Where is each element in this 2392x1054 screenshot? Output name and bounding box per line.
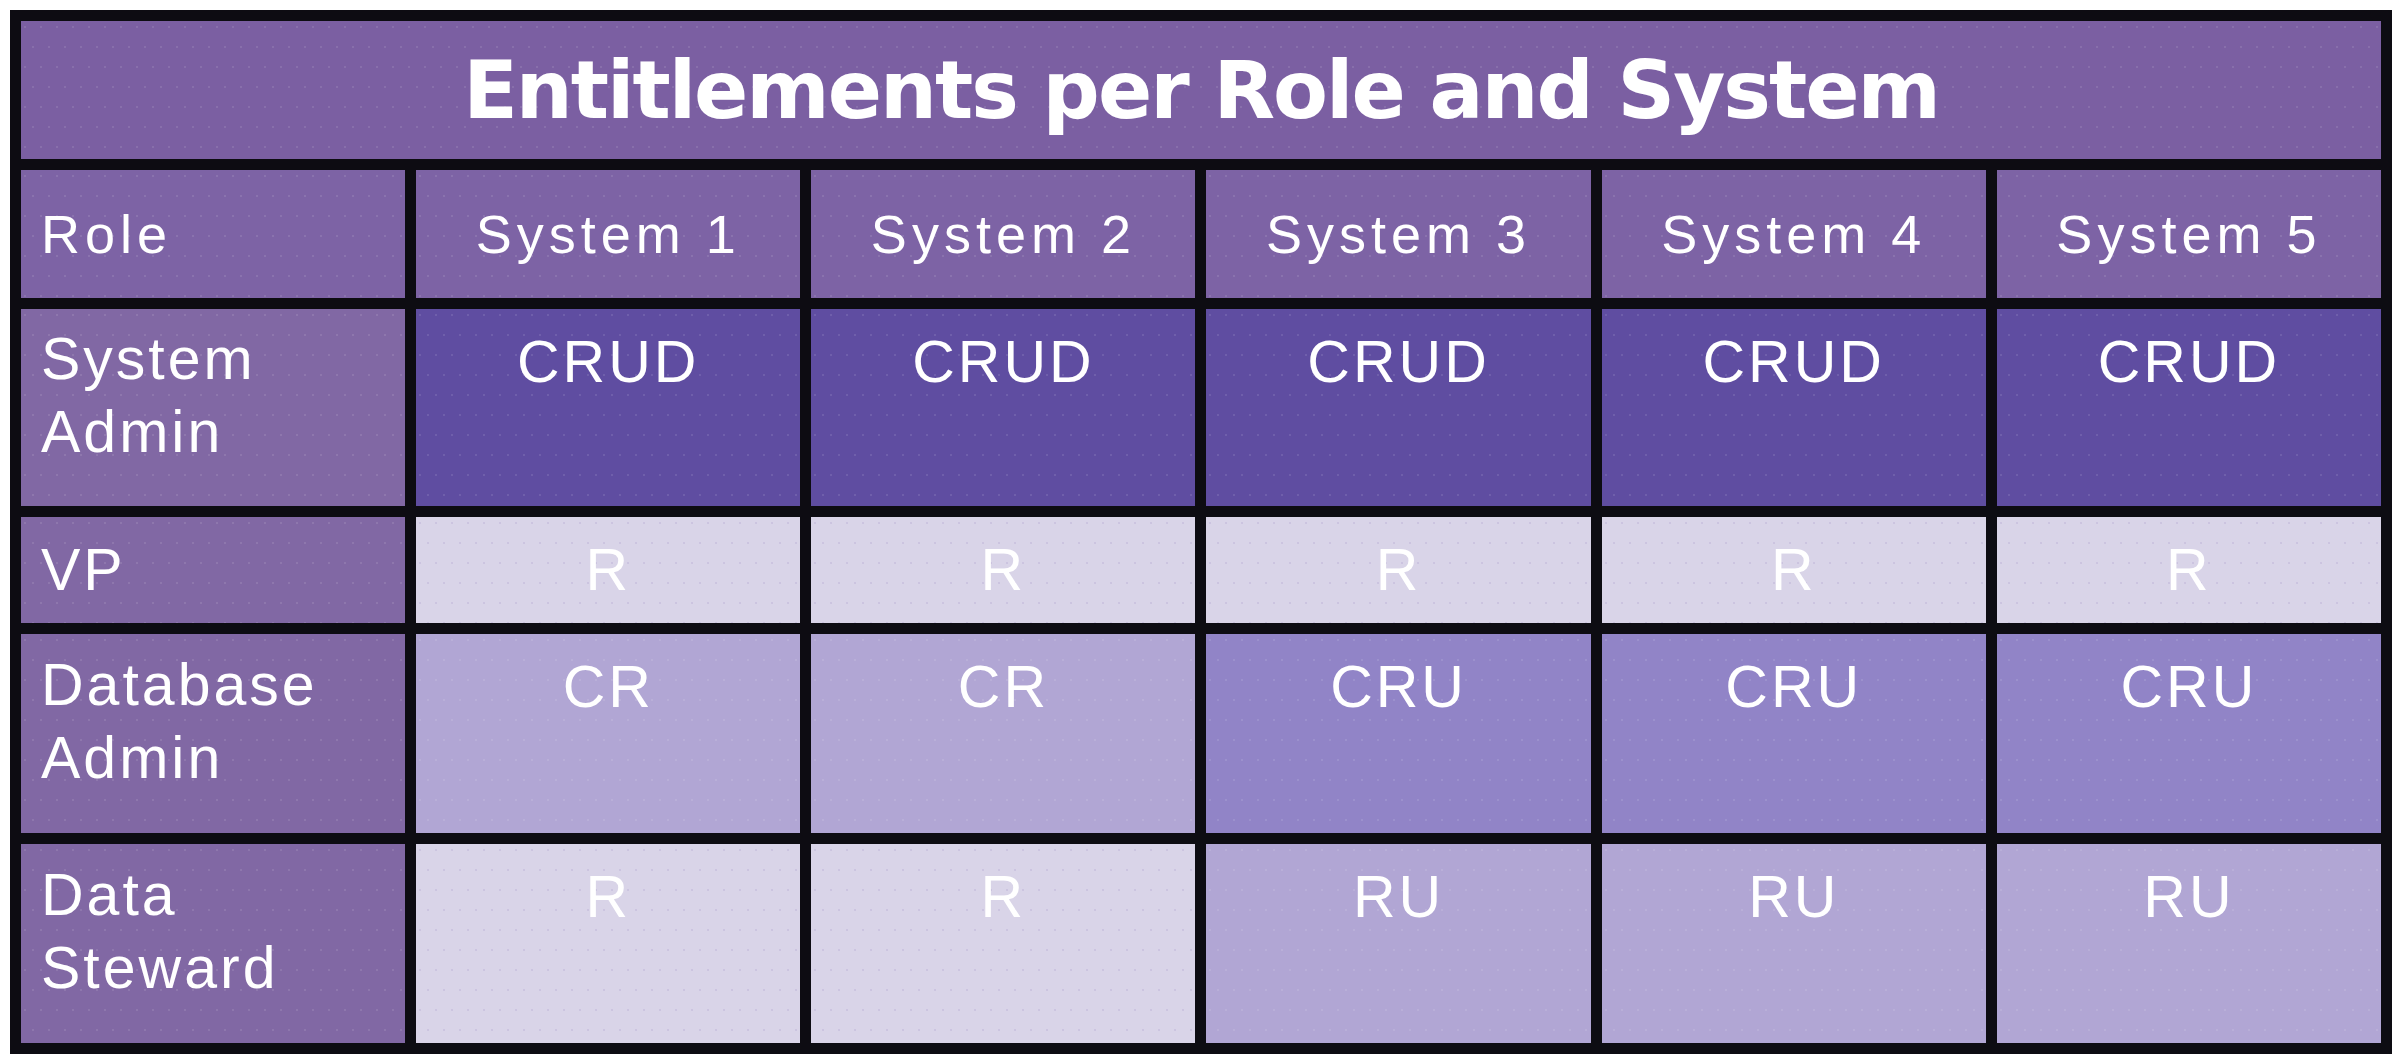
entitlement-cell: R <box>1997 517 2381 623</box>
entitlement-cell: CRUD <box>416 309 800 506</box>
role-cell: VP <box>21 517 405 623</box>
entitlement-cell: RU <box>1602 844 1986 1043</box>
entitlement-cell: R <box>416 517 800 623</box>
entitlement-cell: CR <box>811 634 1195 833</box>
entitlement-cell: R <box>1602 517 1986 623</box>
entitlement-cell: CRUD <box>1206 309 1590 506</box>
column-header-role: Role <box>21 170 405 298</box>
entitlement-cell: CRUD <box>1602 309 1986 506</box>
entitlement-cell: R <box>416 844 800 1043</box>
entitlement-cell: CRU <box>1997 634 2381 833</box>
role-cell: Database Admin <box>21 634 405 833</box>
column-header-system-3: System 3 <box>1206 170 1590 298</box>
entitlement-cell: CRU <box>1206 634 1590 833</box>
role-cell: Data Steward <box>21 844 405 1043</box>
entitlement-cell: CRU <box>1602 634 1986 833</box>
entitlement-cell: RU <box>1206 844 1590 1043</box>
column-header-system-5: System 5 <box>1997 170 2381 298</box>
entitlement-cell: R <box>811 844 1195 1043</box>
entitlement-cell: CR <box>416 634 800 833</box>
role-cell: System Admin <box>21 309 405 506</box>
entitlement-cell: CRUD <box>811 309 1195 506</box>
entitlement-cell: R <box>811 517 1195 623</box>
column-header-system-1: System 1 <box>416 170 800 298</box>
entitlement-cell: CRUD <box>1997 309 2381 506</box>
entitlement-cell: RU <box>1997 844 2381 1043</box>
table-title: Entitlements per Role and System <box>21 21 2381 159</box>
column-header-system-4: System 4 <box>1602 170 1986 298</box>
entitlement-cell: R <box>1206 517 1590 623</box>
entitlements-table: Entitlements per Role and System RoleSys… <box>10 10 2392 1054</box>
column-header-system-2: System 2 <box>811 170 1195 298</box>
